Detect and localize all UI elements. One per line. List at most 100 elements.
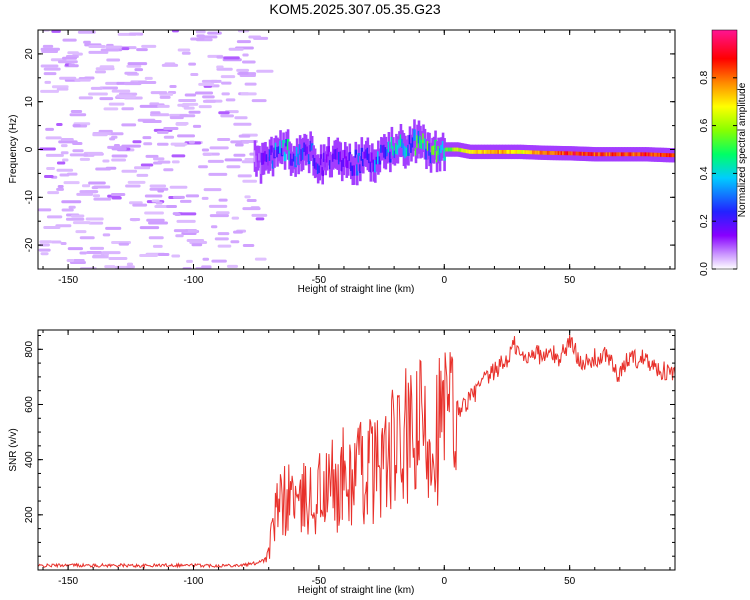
signal-core xyxy=(495,149,499,154)
snr-line xyxy=(37,334,676,570)
signal-core xyxy=(435,150,439,163)
noise-blob xyxy=(128,32,141,36)
noise-blob xyxy=(242,243,255,247)
noise-blob xyxy=(183,106,195,110)
signal-core xyxy=(321,167,324,177)
noise-blob xyxy=(146,218,165,222)
signal-core xyxy=(310,143,314,151)
noise-blob xyxy=(139,253,158,257)
signal-core xyxy=(580,151,583,156)
noise-blob xyxy=(50,240,62,244)
noise-blob xyxy=(163,135,175,139)
signal-core xyxy=(375,156,379,165)
noise-blob xyxy=(95,167,112,171)
signal-core xyxy=(362,158,365,167)
signal-core xyxy=(486,149,490,154)
signal-core xyxy=(352,165,356,176)
noise-blob xyxy=(111,89,131,93)
signal-core xyxy=(473,149,476,154)
noise-blob xyxy=(244,157,255,161)
signal-core xyxy=(276,146,279,158)
signal-core xyxy=(429,152,433,164)
noise-blob xyxy=(121,169,138,173)
noise-blob xyxy=(39,243,50,247)
signal-core xyxy=(422,133,425,144)
signal-core xyxy=(485,149,489,154)
signal-core xyxy=(390,137,394,149)
noise-blob xyxy=(166,205,177,209)
noise-blob xyxy=(99,97,114,101)
signal-core xyxy=(262,152,266,165)
signal-core xyxy=(523,150,526,154)
colorbar: 0.0 0.2 0.4 0.6 0.8 Normalized spectral ampl… xyxy=(699,29,748,276)
signal-core xyxy=(359,164,362,173)
signal-core xyxy=(465,149,469,154)
signal-core xyxy=(285,139,288,147)
noise-blob xyxy=(125,184,141,188)
noise-blob xyxy=(141,44,157,48)
noise-blob xyxy=(78,96,93,100)
signal-core xyxy=(605,152,609,157)
signal-core xyxy=(283,151,287,162)
signal-core xyxy=(479,149,482,154)
signal-core xyxy=(491,149,495,154)
noise-blob xyxy=(113,144,120,148)
signal-core xyxy=(614,152,618,157)
noise-blob xyxy=(185,194,200,198)
noise-blob xyxy=(67,247,84,251)
noise-blob xyxy=(69,113,87,117)
signal-core xyxy=(434,139,437,151)
noise-blob xyxy=(231,216,240,220)
signal-core xyxy=(319,154,323,166)
signal-core xyxy=(447,147,451,152)
noise-blob xyxy=(79,190,99,194)
signal-core xyxy=(399,134,403,147)
noise-blob xyxy=(44,80,52,84)
noise-blob xyxy=(218,111,230,115)
signal-core xyxy=(386,149,389,157)
noise-blob xyxy=(233,153,246,157)
signal-core xyxy=(405,147,409,157)
noise-blob xyxy=(144,211,164,215)
noise-blob xyxy=(230,240,240,244)
noise-blob xyxy=(209,214,229,218)
noise-blob xyxy=(195,91,214,95)
signal-core xyxy=(441,140,445,150)
noise-blob xyxy=(208,172,228,176)
noise-blob xyxy=(88,181,106,185)
signal-core xyxy=(351,165,355,176)
noise-blob xyxy=(61,200,82,204)
noise-blob xyxy=(39,240,53,244)
signal-core xyxy=(264,151,267,162)
noise-blob xyxy=(189,241,208,245)
signal-core xyxy=(354,149,358,158)
signal-core xyxy=(665,153,669,158)
signal-core xyxy=(482,149,485,154)
signal-core xyxy=(601,152,604,157)
noise-blob xyxy=(139,104,160,108)
noise-blob xyxy=(121,144,141,148)
signal-core xyxy=(444,147,448,152)
noise-blob xyxy=(241,60,256,64)
noise-blob xyxy=(92,194,101,198)
signal-core xyxy=(533,150,537,155)
noise-blob xyxy=(157,189,165,193)
noise-blob xyxy=(209,146,229,150)
signal-core xyxy=(622,152,625,157)
noise-blob xyxy=(72,221,91,225)
noise-blob xyxy=(59,173,70,177)
signal-core xyxy=(461,148,464,153)
signal-core xyxy=(374,159,377,173)
spectrogram-xtick-label: -100 xyxy=(183,275,203,286)
signal-core xyxy=(658,152,662,157)
signal-core xyxy=(307,154,311,165)
signal-core xyxy=(518,149,522,154)
noise-blob xyxy=(88,45,106,49)
noise-blob xyxy=(191,243,203,247)
signal-core xyxy=(673,153,675,158)
noise-blob xyxy=(56,123,63,127)
signal-core xyxy=(617,152,621,157)
noise-blob xyxy=(99,65,115,69)
noise-blob xyxy=(203,188,222,192)
noise-blob xyxy=(39,147,56,151)
